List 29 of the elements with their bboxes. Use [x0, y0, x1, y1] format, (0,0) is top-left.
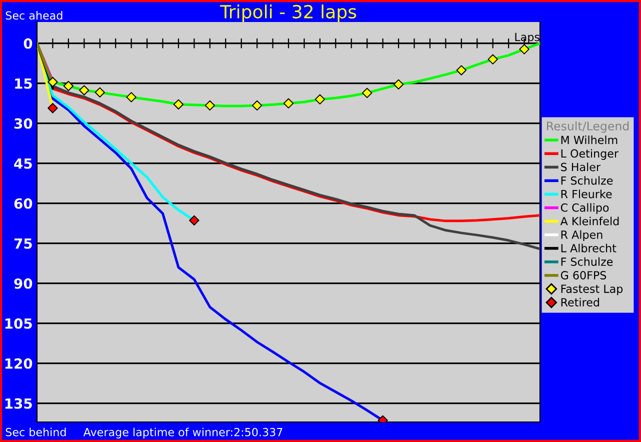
x-axis-title: Laps: [515, 32, 540, 44]
legend-label: R Fleurke: [561, 190, 612, 198]
legend-label: F Schulze: [561, 176, 613, 185]
y-tick-label: 75: [14, 238, 32, 249]
legend-label: F Schulze: [561, 257, 613, 266]
chart-title: Tripoli - 32 laps: [220, 4, 356, 22]
legend-label: C Callipo: [560, 203, 609, 214]
y-tick-label: 45: [14, 158, 32, 169]
legend-label: L Albrecht: [561, 244, 616, 252]
y-tick-label: 30: [14, 118, 32, 129]
text: Sec ahead: [6, 11, 62, 20]
y-tick-label: 15: [15, 78, 32, 89]
legend-label: G 60FPS: [560, 271, 606, 280]
y-tick-label: 120: [5, 358, 32, 369]
legend-label: M Wilhelm: [561, 136, 618, 144]
y-tick-label: 135: [5, 398, 32, 409]
legend-label: L Oetinger: [561, 149, 619, 160]
text: Sec behind: [6, 428, 66, 436]
legend-label: S Haler: [561, 162, 601, 172]
y-tick-label: 105: [5, 318, 32, 329]
legend-label: R Alpen: [561, 230, 602, 242]
y-tick-label: 60: [14, 198, 32, 209]
legend-label: Retired: [561, 298, 599, 307]
text: Average laptime of winner:2:50.337: [83, 428, 282, 438]
legend-label: Fastest Lap: [561, 284, 623, 296]
legend-label: A Kleinfeld: [560, 216, 619, 226]
y-tick-label: 90: [14, 278, 32, 289]
y-tick-label: 0: [24, 38, 32, 49]
legend-title: Result/Legend: [547, 121, 629, 133]
